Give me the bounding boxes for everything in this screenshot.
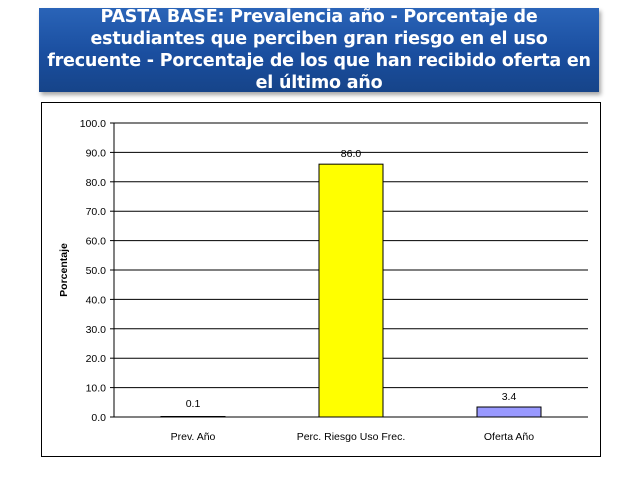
y-tick-label: 70.0 xyxy=(86,206,107,218)
data-label: 86.0 xyxy=(341,148,362,160)
y-tick-label: 60.0 xyxy=(86,236,107,248)
data-label: 0.1 xyxy=(186,398,201,410)
y-tick-label: 100.0 xyxy=(80,118,106,130)
x-tick-label: Perc. Riesgo Uso Frec. xyxy=(297,431,406,443)
x-tick-label: Prev. Año xyxy=(171,431,216,443)
y-tick-label: 80.0 xyxy=(86,177,107,189)
data-label: 3.4 xyxy=(502,391,517,403)
y-tick-label: 40.0 xyxy=(86,294,107,306)
bar xyxy=(476,406,542,418)
y-tick-label: 30.0 xyxy=(86,324,107,336)
bar-chart: 0.0 10.0 20.0 30.0 40.0 50.0 60.0 70.0 80.0 90.0 1… xyxy=(58,118,588,443)
y-tick-label: 50.0 xyxy=(86,265,107,277)
chart-title: PASTA BASE: Prevalencia año - Porcentaje… xyxy=(47,7,591,93)
chart-frame: 0.0 10.0 20.0 30.0 40.0 50.0 60.0 70.0 80.0 90.0 1… xyxy=(41,102,601,457)
bar xyxy=(318,163,384,418)
y-axis-label: Porcentaje xyxy=(58,243,70,297)
x-tick-label: Oferta Año xyxy=(484,431,534,443)
bar xyxy=(160,416,226,418)
y-tick-label: 90.0 xyxy=(86,147,107,159)
y-tick-label: 20.0 xyxy=(86,353,107,365)
y-tick-label: 0.0 xyxy=(91,412,106,424)
title-banner: PASTA BASE: Prevalencia año - Porcentaje… xyxy=(39,7,599,93)
y-tick-label: 10.0 xyxy=(86,383,107,395)
